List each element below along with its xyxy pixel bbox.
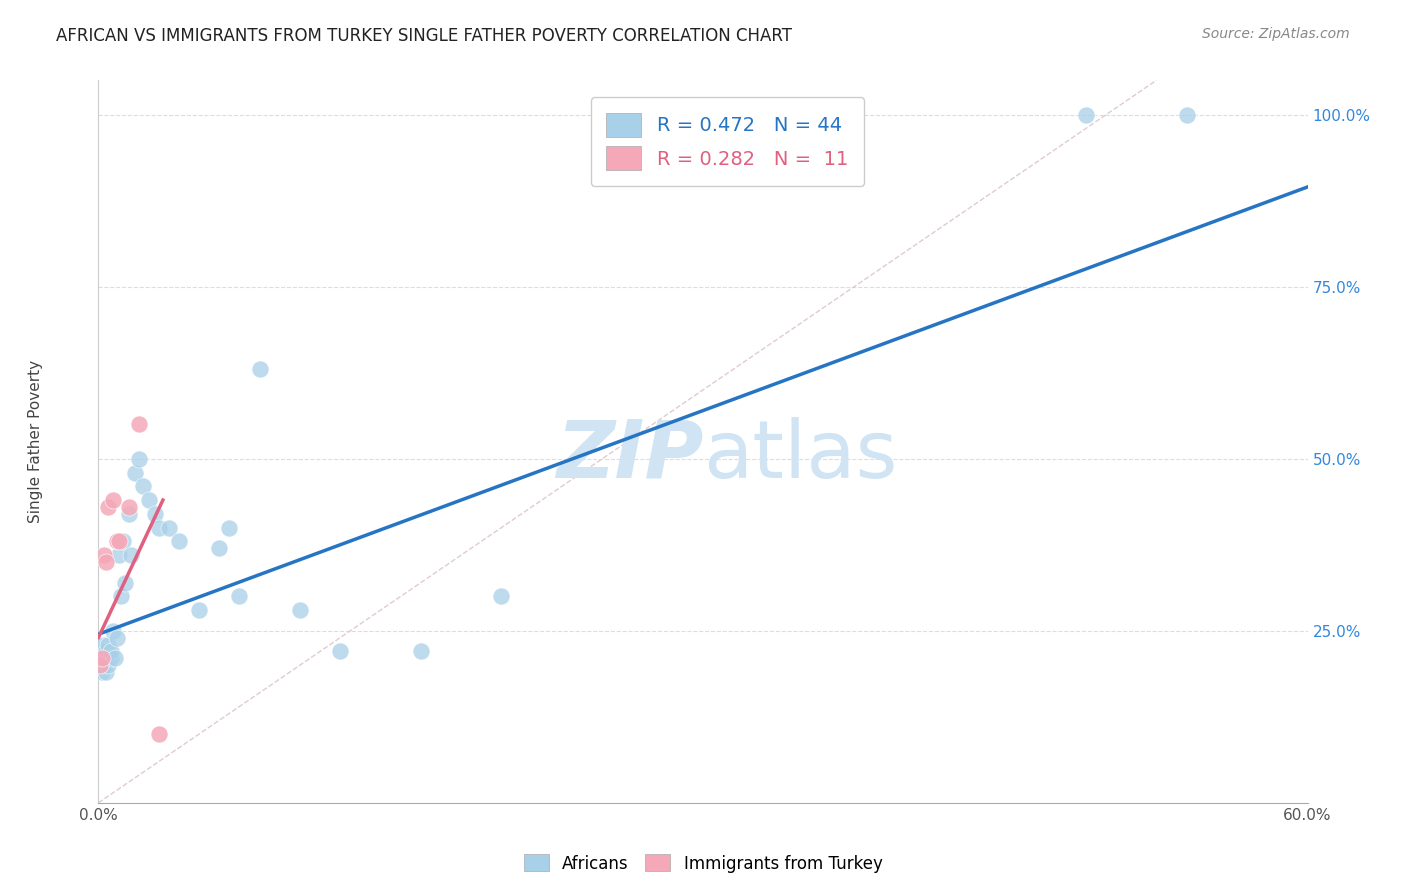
Point [148,520,170,534]
Point [167,534,190,549]
Text: atlas: atlas [703,417,897,495]
Point [114,575,136,590]
Point [124,466,146,480]
Point [96,555,118,569]
Point [218,520,240,534]
Point [89,658,111,673]
Point [91,644,114,658]
Point [249,362,271,376]
Point [101,493,124,508]
Point [128,417,150,432]
Point [118,500,141,514]
Point [93,548,115,562]
Point [97,638,120,652]
Point [1175,108,1198,122]
Point [91,665,114,679]
Point [91,658,114,673]
Point [329,644,352,658]
Point [107,548,129,562]
Point [93,638,115,652]
Legend: Africans, Immigrants from Turkey: Africans, Immigrants from Turkey [517,847,889,880]
Point [157,520,180,534]
Y-axis label: Single Father Poverty: Single Father Poverty [28,360,42,523]
Point [793,108,815,122]
Point [1074,108,1097,122]
Point [110,590,132,604]
Point [228,590,250,604]
Point [97,658,120,673]
Point [93,658,115,673]
Point [138,493,160,508]
Point [101,624,124,638]
Point [89,658,111,673]
Point [97,500,120,514]
Point [188,603,211,617]
Point [91,651,114,665]
Point [120,548,142,562]
Point [288,603,311,617]
Point [100,651,122,665]
Point [96,644,118,658]
Point [107,534,129,549]
Point [96,665,118,679]
Point [208,541,231,556]
Point [128,451,150,466]
Text: AFRICAN VS IMMIGRANTS FROM TURKEY SINGLE FATHER POVERTY CORRELATION CHART: AFRICAN VS IMMIGRANTS FROM TURKEY SINGLE… [56,27,792,45]
Point [93,651,115,665]
Point [105,534,128,549]
Point [111,534,134,549]
Point [103,651,125,665]
Point [148,727,170,741]
Point [491,590,513,604]
Point [96,651,118,665]
Point [132,479,155,493]
Text: ZIP: ZIP [555,417,703,495]
Point [100,644,122,658]
Point [409,644,432,658]
Point [143,507,166,521]
Point [89,651,111,665]
Point [105,631,128,645]
Text: Source: ZipAtlas.com: Source: ZipAtlas.com [1202,27,1350,41]
Point [118,507,141,521]
Legend: R = 0.472   N = 44, R = 0.282   N =  11: R = 0.472 N = 44, R = 0.282 N = 11 [591,97,863,186]
